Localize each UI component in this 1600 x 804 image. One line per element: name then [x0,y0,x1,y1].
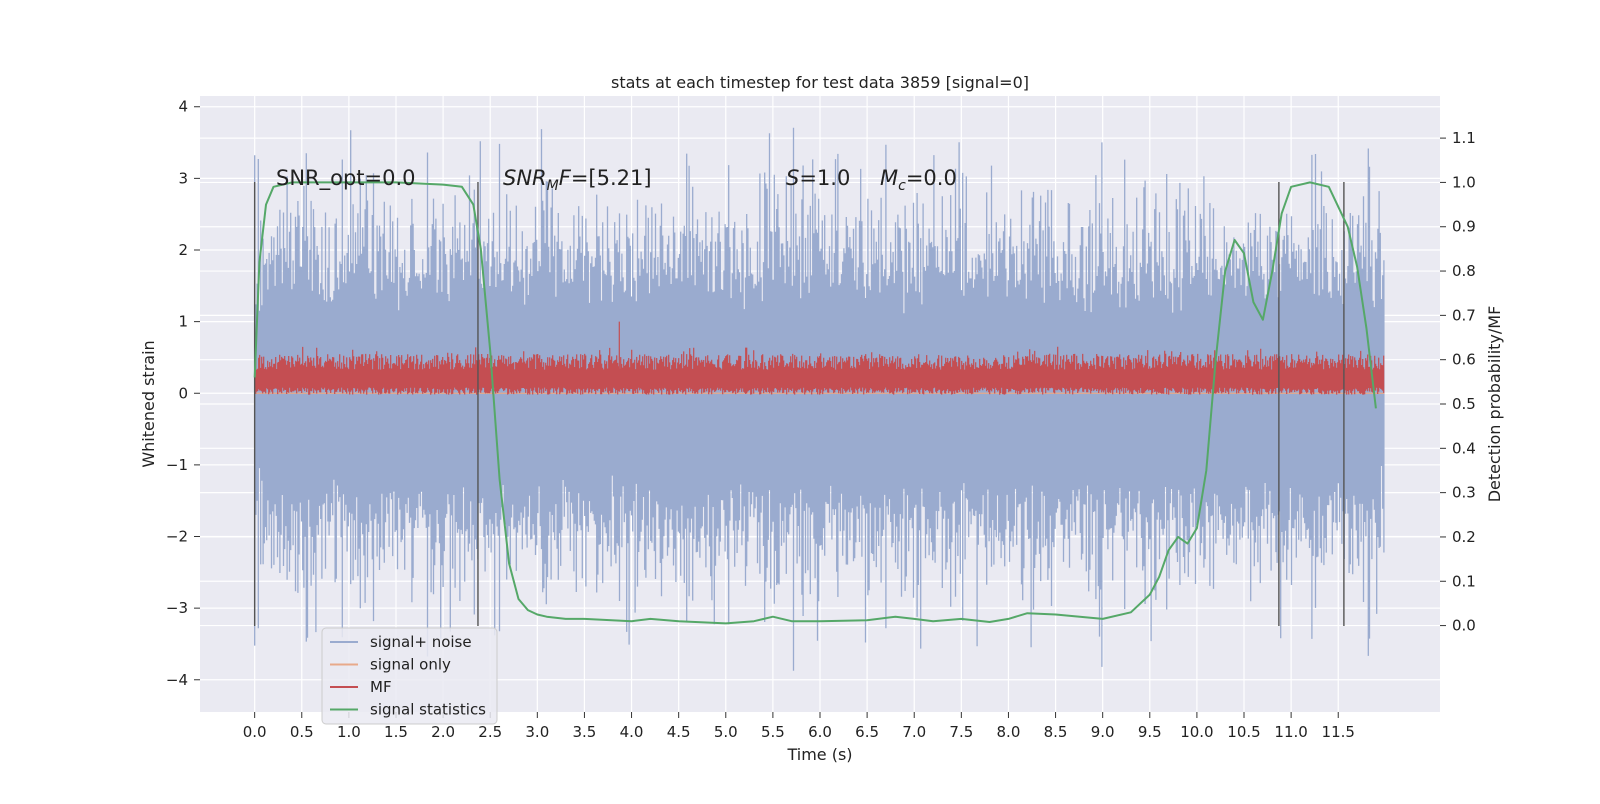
annotations: SNR_opt=0.0 SNRMF=[5.21] S=1.0 Mc=0.0 [276,166,957,194]
x-axis-ticks: 0.0 0.5 1.0 1.5 2.0 2.5 3.0 3.5 4.0 4.5 5.0 5.5 6.0 6… [243,712,1355,741]
x-tick-label: 4.0 [620,723,644,741]
x-tick-label: 11.0 [1274,723,1307,741]
legend-label: signal only [370,656,451,674]
x-tick-label: 6.5 [855,723,879,741]
legend: signal+ noise signal only MF signal statist… [321,627,498,725]
chart-title: stats at each timestep for test data 385… [611,73,1029,92]
x-tick-label: 4.5 [667,723,691,741]
annotation-snr-mf: SNRMF=[5.21] [503,166,652,194]
y-tick-label: −2 [166,528,188,546]
x-tick-label: 2.0 [431,723,455,741]
y-tick-label: 4 [178,98,188,116]
x-tick-label: 1.0 [337,723,361,741]
x-tick-label: 3.0 [525,723,549,741]
x-tick-label: 0.0 [243,723,267,741]
x-tick-label: 3.5 [573,723,597,741]
annotation-snr-opt: SNR_opt=0.0 [276,166,416,191]
x-tick-label: 10.0 [1180,723,1213,741]
legend-label: signal statistics [370,701,486,719]
x-tick-label: 8.5 [1044,723,1068,741]
legend-label: MF [370,678,392,696]
x-tick-label: 10.5 [1227,723,1260,741]
x-tick-label: 9.0 [1091,723,1115,741]
x-tick-label: 6.0 [808,723,832,741]
y-tick-label: 2 [178,241,188,259]
x-tick-label: 5.0 [714,723,738,741]
y-tick-label: 1 [178,313,188,331]
y-right-tick-label: 0.6 [1452,351,1476,369]
statistics-trace [253,181,1377,625]
y-right-tick-label: 0.1 [1452,572,1476,590]
y-tick-label: 3 [178,169,188,187]
y-tick-label: −3 [166,599,188,617]
marker-lines [253,181,1345,627]
y-tick-label: −1 [166,456,188,474]
series-signal-statistics [253,181,1377,625]
y-right-tick-label: 0.2 [1452,528,1476,546]
y-right-tick-label: 0.4 [1452,439,1476,457]
x-tick-label: 7.0 [902,723,926,741]
x-tick-label: 7.5 [949,723,973,741]
annotation-s: S=1.0 [786,166,850,190]
x-tick-label: 11.5 [1322,723,1355,741]
legend-label: signal+ noise [370,633,472,651]
x-tick-label: 0.5 [290,723,314,741]
x-tick-label: 1.5 [384,723,408,741]
x-tick-label: 2.5 [478,723,502,741]
x-axis-label: Time (s) [786,745,852,764]
x-tick-label: 8.0 [997,723,1021,741]
legend-box [321,627,498,725]
y-axis-ticks: −4 −3 −2 −1 0 1 2 3 4 [166,98,200,689]
y-right-tick-label: 0.5 [1452,395,1476,413]
y-tick-label: 0 [178,384,188,402]
x-tick-label: 5.5 [761,723,785,741]
x-tick-label: 9.5 [1138,723,1162,741]
y-tick-label: −4 [166,671,188,689]
y-right-tick-label: 0.8 [1452,262,1476,280]
y-axis-label: Whitened strain [139,340,158,467]
y-right-tick-label: 0.7 [1452,306,1476,324]
y-right-tick-label: 1.1 [1452,129,1476,147]
annotation-mc: Mc=0.0 [880,166,957,194]
y-right-axis-ticks: 0.0 0.1 0.2 0.3 0.4 0.5 0.6 0.7 0.8 0.9 1.0 1.1 [1440,129,1476,635]
y-right-tick-label: 0.9 [1452,218,1476,236]
y-right-tick-label: 0.0 [1452,617,1476,635]
y-right-tick-label: 1.0 [1452,173,1476,191]
y-right-axis-label: Detection probability/MF [1485,306,1504,503]
y-right-tick-label: 0.3 [1452,484,1476,502]
